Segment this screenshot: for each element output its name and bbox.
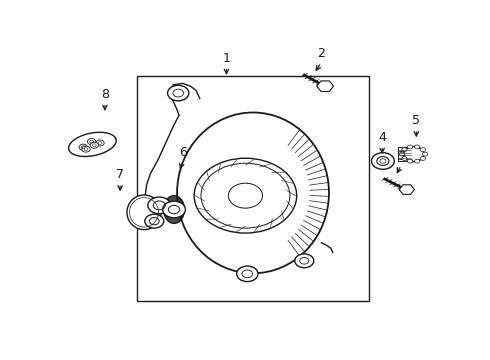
Circle shape — [422, 152, 428, 156]
Bar — [137, 76, 369, 301]
Circle shape — [408, 145, 413, 149]
Circle shape — [90, 142, 98, 148]
Circle shape — [420, 148, 425, 152]
Circle shape — [237, 266, 258, 282]
Circle shape — [408, 159, 413, 163]
Bar — [398, 147, 414, 161]
Circle shape — [295, 254, 314, 268]
Circle shape — [400, 152, 405, 156]
Circle shape — [87, 139, 96, 145]
Circle shape — [148, 197, 171, 214]
Circle shape — [96, 140, 104, 146]
Circle shape — [403, 147, 424, 162]
Circle shape — [371, 153, 394, 169]
Text: 5: 5 — [412, 114, 420, 127]
Circle shape — [145, 214, 164, 228]
Text: 7: 7 — [116, 168, 124, 181]
Circle shape — [415, 159, 420, 163]
Circle shape — [402, 148, 407, 152]
Text: 6: 6 — [179, 146, 187, 159]
Text: 3: 3 — [397, 150, 405, 163]
Circle shape — [415, 145, 420, 149]
Text: 4: 4 — [378, 131, 386, 144]
Ellipse shape — [127, 195, 161, 230]
Circle shape — [79, 144, 87, 150]
Text: 2: 2 — [318, 48, 325, 60]
Circle shape — [163, 201, 185, 218]
Circle shape — [402, 157, 407, 161]
Circle shape — [168, 85, 189, 101]
Circle shape — [420, 157, 425, 161]
Text: 1: 1 — [222, 51, 230, 64]
Text: 8: 8 — [101, 87, 109, 100]
Circle shape — [82, 146, 90, 152]
